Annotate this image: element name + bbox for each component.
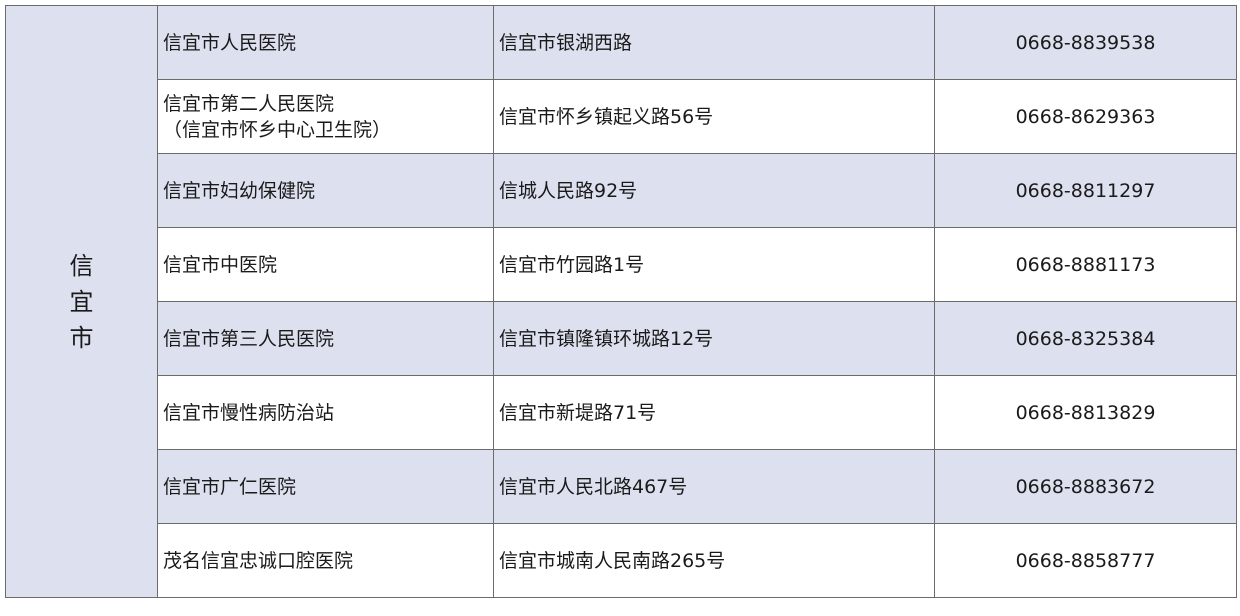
phone-cell: 0668-8811297	[934, 153, 1237, 228]
address: 信宜市竹园路1号	[499, 253, 645, 276]
table-row: 信宜市慢性病防治站 信宜市新堤路71号 0668-8813829	[6, 375, 1237, 450]
hospital-name: 信宜市中医院	[163, 253, 278, 276]
hospital-name-cell: 信宜市广仁医院	[157, 449, 494, 524]
phone-number: 0668-8858777	[1015, 549, 1156, 572]
hospital-name: 信宜市人民医院	[163, 31, 297, 54]
city-cell: 信宜市	[5, 5, 158, 598]
phone-number: 0668-8629363	[1015, 105, 1156, 128]
address-cell: 信城人民路92号	[493, 153, 935, 228]
phone-number: 0668-8325384	[1015, 327, 1156, 350]
table-row: 茂名信宜忠诚口腔医院 信宜市城南人民南路265号 0668-8858777	[6, 523, 1237, 598]
hospital-name: 信宜市妇幼保健院	[163, 179, 316, 202]
phone-number: 0668-8811297	[1015, 179, 1156, 202]
phone-cell: 0668-8325384	[934, 301, 1237, 376]
hospital-name-cell: 信宜市妇幼保健院	[157, 153, 494, 228]
address: 信宜市银湖西路	[499, 31, 633, 54]
table-row: 信宜市妇幼保健院 信城人民路92号 0668-8811297	[6, 153, 1237, 228]
table-row: 信宜市第三人民医院 信宜市镇隆镇环城路12号 0668-8325384	[6, 301, 1237, 376]
hospital-name: 信宜市慢性病防治站	[163, 401, 335, 424]
phone-cell: 0668-8813829	[934, 375, 1237, 450]
address-cell: 信宜市竹园路1号	[493, 227, 935, 302]
hospital-name: 信宜市广仁医院	[163, 475, 297, 498]
address-cell: 信宜市镇隆镇环城路12号	[493, 301, 935, 376]
address-cell: 信宜市新堤路71号	[493, 375, 935, 450]
address: 信宜市人民北路467号	[499, 475, 688, 498]
address: 信宜市城南人民南路265号	[499, 549, 726, 572]
phone-number: 0668-8839538	[1015, 31, 1156, 54]
hospital-alt-name: （信宜市怀乡中心卫生院）	[163, 118, 392, 141]
table-row: 信宜市中医院 信宜市竹园路1号 0668-8881173	[6, 227, 1237, 302]
address: 信宜市新堤路71号	[499, 401, 657, 424]
address: 信城人民路92号	[499, 179, 638, 202]
hospital-name: 茂名信宜忠诚口腔医院	[163, 549, 354, 572]
address-cell: 信宜市人民北路467号	[493, 449, 935, 524]
phone-number: 0668-8881173	[1015, 253, 1156, 276]
table-row: 信宜市第二人民医院 （信宜市怀乡中心卫生院） 信宜市怀乡镇起义路56号 0668-86…	[6, 79, 1237, 154]
address-cell: 信宜市城南人民南路265号	[493, 523, 935, 598]
phone-cell: 0668-8858777	[934, 523, 1237, 598]
address-cell: 信宜市银湖西路	[493, 5, 935, 80]
hospital-table: 信宜市 信宜市人民医院 信宜市银湖西路 0668-8839538 信宜市第二人民医院 （信…	[5, 5, 1237, 598]
phone-number: 0668-8883672	[1015, 475, 1156, 498]
address: 信宜市怀乡镇起义路56号	[499, 105, 714, 128]
address: 信宜市镇隆镇环城路12号	[499, 327, 714, 350]
hospital-name-cell: 信宜市慢性病防治站	[157, 375, 494, 450]
phone-cell: 0668-8629363	[934, 79, 1237, 154]
hospital-name-cell: 信宜市人民医院	[157, 5, 494, 80]
hospital-name: 信宜市第二人民医院	[163, 92, 335, 115]
phone-cell: 0668-8883672	[934, 449, 1237, 524]
hospital-name-cell: 茂名信宜忠诚口腔医院	[157, 523, 494, 598]
table-row: 信宜市 信宜市人民医院 信宜市银湖西路 0668-8839538	[5, 5, 1237, 598]
phone-cell: 0668-8839538	[934, 5, 1237, 80]
table-row: 信宜市广仁医院 信宜市人民北路467号 0668-8883672	[6, 449, 1237, 524]
hospital-name-cell: 信宜市中医院	[157, 227, 494, 302]
hospital-name: 信宜市第三人民医院	[163, 327, 335, 350]
hospital-name-cell: 信宜市第三人民医院	[157, 301, 494, 376]
hospital-name-cell: 信宜市第二人民医院 （信宜市怀乡中心卫生院）	[157, 79, 494, 154]
phone-cell: 0668-8881173	[934, 227, 1237, 302]
phone-number: 0668-8813829	[1015, 401, 1156, 424]
address-cell: 信宜市怀乡镇起义路56号	[493, 79, 935, 154]
city-label: 信宜市	[69, 251, 94, 352]
